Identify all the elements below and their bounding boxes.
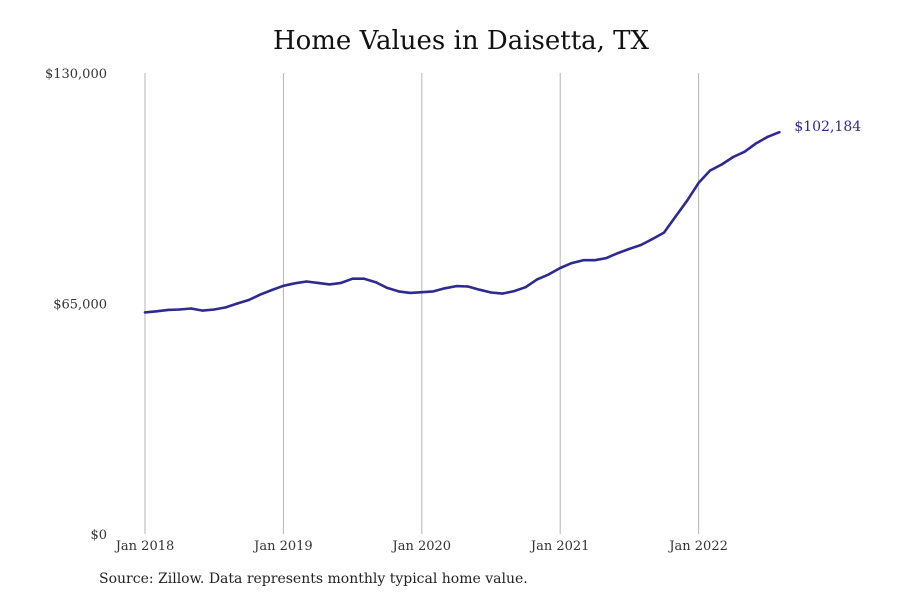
data-point (293, 282, 297, 285)
data-point (685, 199, 689, 202)
y-tick-label: $65,000 (53, 298, 107, 313)
data-point (224, 306, 227, 309)
data-point (559, 266, 562, 270)
series-line (143, 130, 781, 314)
data-point (316, 281, 320, 285)
data-point (755, 142, 758, 145)
data-point (732, 155, 735, 159)
data-point (270, 288, 274, 292)
data-point (201, 309, 204, 312)
data-point (524, 286, 527, 289)
end-value-label: $102,184 (794, 119, 861, 135)
data-point (512, 289, 516, 293)
data-point (570, 261, 573, 265)
data-point (478, 288, 481, 291)
gridlines (144, 73, 700, 534)
data-point (351, 277, 354, 280)
source-note: Source: Zillow. Data represents monthly … (99, 571, 528, 587)
y-axis-tick-labels: $0 $65,000 $130,000 (45, 67, 107, 543)
data-point (213, 308, 216, 311)
data-point (593, 259, 596, 262)
chart-title: Home Values in Daisetta, TX (272, 26, 650, 56)
data-point (662, 231, 666, 234)
x-tick-label: Jan 2022 (667, 539, 728, 554)
data-point (455, 284, 458, 288)
series-layer: $102,184 (143, 119, 861, 314)
data-point (166, 308, 170, 312)
data-point (443, 287, 447, 290)
data-point (397, 290, 400, 293)
data-point (651, 237, 654, 241)
data-point (535, 278, 539, 281)
data-point (374, 281, 377, 284)
data-point (420, 291, 423, 294)
data-point (605, 256, 608, 260)
data-point (143, 311, 147, 314)
data-point (339, 281, 343, 285)
data-point (501, 292, 504, 295)
data-point (386, 286, 389, 290)
data-point (697, 181, 700, 185)
data-point (489, 291, 493, 294)
y-tick-label: $130,000 (45, 67, 107, 82)
x-tick-label: Jan 2018 (114, 539, 175, 554)
x-axis-tick-labels: Jan 2018 Jan 2019 Jan 2020 Jan 2021 Jan 2022 (114, 539, 728, 554)
data-point (674, 215, 677, 218)
data-point (708, 169, 712, 172)
data-point (328, 283, 331, 286)
data-point (409, 291, 412, 295)
data-point (466, 285, 470, 288)
data-point (778, 131, 781, 134)
data-point (547, 273, 550, 276)
data-point (432, 290, 435, 293)
data-point (259, 293, 262, 296)
data-point (247, 298, 250, 302)
data-point (178, 308, 181, 311)
data-point (305, 280, 308, 283)
x-tick-label: Jan 2020 (391, 539, 452, 554)
x-tick-label: Jan 2019 (252, 539, 313, 554)
data-point (155, 310, 158, 313)
data-point (766, 135, 769, 138)
data-point (616, 251, 620, 255)
data-point (639, 243, 643, 247)
data-point (582, 259, 585, 262)
data-point (189, 307, 193, 310)
data-point (236, 302, 239, 305)
data-point (628, 247, 631, 251)
data-point (743, 150, 746, 153)
x-tick-label: Jan 2021 (529, 539, 590, 554)
data-point (362, 277, 366, 280)
data-point (282, 284, 285, 287)
data-point (720, 163, 723, 166)
y-tick-label: $0 (90, 528, 107, 543)
